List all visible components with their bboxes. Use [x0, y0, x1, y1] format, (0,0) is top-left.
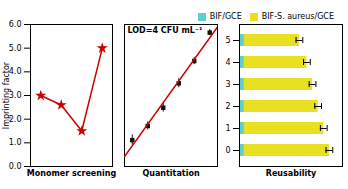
html-text:BIF-S. aureus/GCE: BIF-S. aureus/GCE — [261, 12, 334, 21]
svg-text:6.0: 6.0 — [9, 20, 22, 29]
svg-text:1: 1 — [225, 124, 230, 133]
svg-text:5: 5 — [225, 36, 230, 45]
svg-text:1.0: 1.0 — [9, 138, 22, 147]
svg-text:3.0: 3.0 — [8, 91, 22, 101]
svg-text:2.0: 2.0 — [8, 114, 22, 124]
svg-text:Quantitation: Quantitation — [142, 169, 199, 178]
svg-text:Reusability: Reusability — [266, 169, 317, 178]
svg-text:4: 4 — [225, 58, 230, 67]
svg-text:5.0: 5.0 — [9, 44, 22, 53]
svg-text:LOD=4 CFU mL⁻¹: LOD=4 CFU mL⁻¹ — [128, 26, 204, 35]
html-text:BIF/GCE: BIF/GCE — [209, 12, 242, 21]
svg-text:4.0: 4.0 — [8, 67, 22, 77]
svg-text:Imprinting factor: Imprinting factor — [2, 61, 11, 129]
svg-text:Monomer screening: Monomer screening — [27, 169, 117, 178]
svg-text:0.0: 0.0 — [9, 162, 22, 171]
svg-text:3: 3 — [225, 80, 230, 89]
svg-text:2: 2 — [225, 102, 230, 111]
svg-text:0: 0 — [225, 146, 230, 155]
